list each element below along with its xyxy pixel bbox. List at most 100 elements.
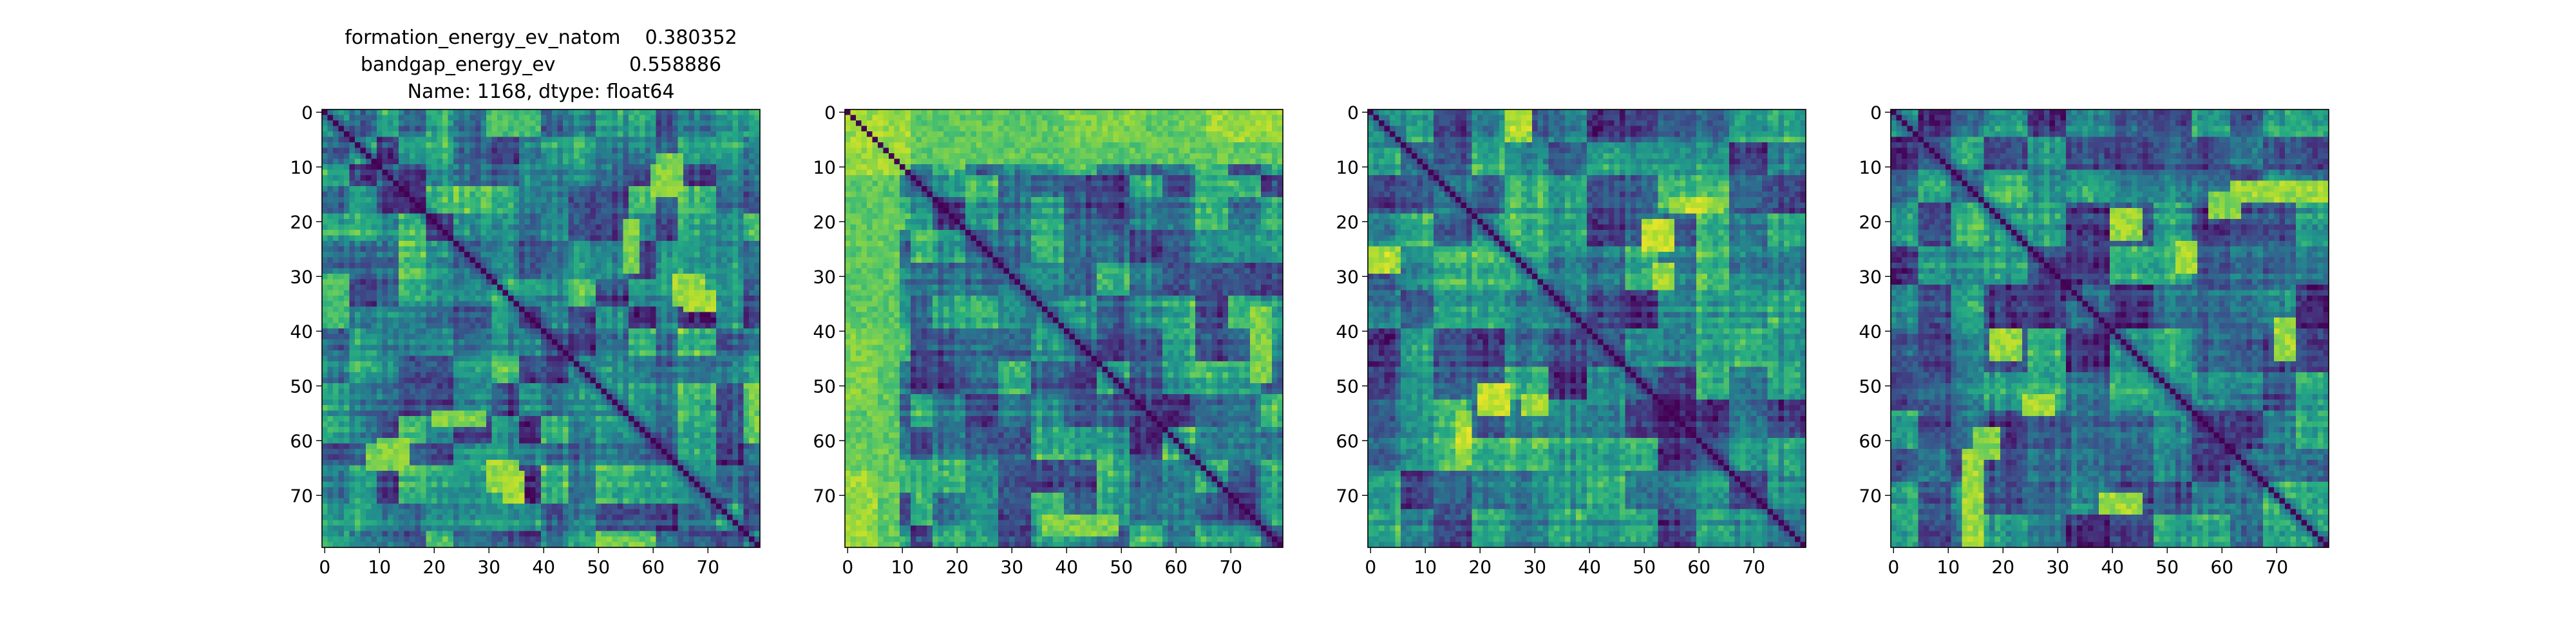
heatmap-cell <box>421 317 426 323</box>
heatmap-cell <box>639 137 645 143</box>
heatmap-cell <box>755 131 761 137</box>
heatmap-cell <box>372 317 377 323</box>
heatmap-cell <box>656 296 662 301</box>
heatmap-cell <box>650 230 656 236</box>
heatmap-cell <box>650 263 656 269</box>
heatmap-cell <box>333 181 339 187</box>
heatmap-cell <box>536 411 542 417</box>
heatmap-cell <box>700 394 706 400</box>
heatmap-cell <box>481 378 487 384</box>
heatmap-cell <box>755 236 761 242</box>
heatmap-cell <box>552 263 558 269</box>
heatmap-cell <box>322 225 328 231</box>
heatmap-cell <box>683 175 689 181</box>
heatmap-cell <box>755 296 761 301</box>
heatmap-cell <box>333 159 339 165</box>
heatmap-cell <box>563 241 569 247</box>
heatmap-cell <box>361 120 366 126</box>
heatmap-cell <box>448 120 454 126</box>
heatmap-cell <box>552 367 558 373</box>
heatmap-cell <box>464 175 470 181</box>
heatmap-cell <box>361 290 366 296</box>
heatmap-cell <box>585 203 591 209</box>
heatmap-cell <box>399 159 404 165</box>
heatmap-cell <box>667 317 673 323</box>
heatmap-cell <box>431 181 437 187</box>
heatmap-cell <box>601 400 607 406</box>
heatmap-cell <box>694 263 700 269</box>
heatmap-cell <box>705 225 711 231</box>
heatmap-cell <box>333 192 339 198</box>
heatmap-cell <box>372 230 377 236</box>
heatmap-cell <box>749 109 755 115</box>
heatmap-cell <box>475 131 481 137</box>
heatmap-cell <box>328 356 334 362</box>
heatmap-cell <box>547 170 553 176</box>
heatmap-cell <box>486 367 492 373</box>
heatmap-cell <box>623 148 629 154</box>
heatmap-cell <box>372 142 377 148</box>
heatmap-cell <box>475 350 481 356</box>
heatmap-cell <box>388 356 393 362</box>
heatmap-cell <box>678 236 684 242</box>
heatmap-cell <box>377 175 383 181</box>
heatmap-cell <box>711 137 717 143</box>
heatmap-cell <box>388 263 393 269</box>
heatmap-cell <box>694 296 700 301</box>
heatmap-cell <box>530 345 536 351</box>
heatmap-cell <box>585 367 591 373</box>
heatmap-cell <box>497 296 503 301</box>
heatmap-cell <box>492 356 498 362</box>
heatmap-cell <box>448 301 454 307</box>
heatmap-cell <box>612 383 618 389</box>
heatmap-cell <box>711 361 717 367</box>
heatmap-cell <box>437 181 443 187</box>
heatmap-cell <box>601 367 607 373</box>
heatmap-cell <box>563 153 569 159</box>
heatmap-cell <box>525 389 531 395</box>
heatmap-cell <box>585 247 591 252</box>
heatmap-cell <box>574 394 580 400</box>
heatmap-cell <box>716 411 722 417</box>
heatmap-cell <box>361 247 366 252</box>
heatmap-cell <box>711 312 717 318</box>
heatmap-cell <box>607 317 612 323</box>
heatmap-cell <box>645 197 651 203</box>
heatmap-cell <box>744 296 750 301</box>
heatmap-cell <box>399 142 404 148</box>
heatmap-cell <box>453 164 459 170</box>
heatmap-cell <box>497 339 503 345</box>
heatmap-cell <box>415 164 421 170</box>
heatmap-cell <box>388 274 393 279</box>
heatmap-cell <box>410 317 415 323</box>
heatmap-cell <box>415 170 421 176</box>
heatmap-cell <box>399 241 404 247</box>
heatmap-cell <box>366 274 372 279</box>
heatmap-cell <box>344 219 350 225</box>
heatmap-cell <box>607 208 612 214</box>
heatmap-cell <box>431 120 437 126</box>
heatmap-cell <box>607 334 612 340</box>
heatmap-cell <box>634 208 640 214</box>
heatmap-cell <box>629 170 634 176</box>
heatmap-cell <box>453 394 459 400</box>
heatmap-cell <box>497 192 503 198</box>
heatmap-cell <box>574 115 580 121</box>
heatmap-cell <box>585 301 591 307</box>
heatmap-cell <box>733 269 739 274</box>
heatmap-cell <box>755 323 761 329</box>
heatmap-cell <box>366 361 372 367</box>
heatmap-cell <box>672 269 678 274</box>
heatmap-cell <box>475 164 481 170</box>
heatmap-cell <box>634 274 640 279</box>
heatmap-cell <box>366 285 372 290</box>
heatmap-cell <box>629 120 634 126</box>
heatmap-cell <box>733 317 739 323</box>
heatmap-cell <box>596 356 601 362</box>
heatmap-cell <box>372 400 377 406</box>
heatmap-cell <box>705 334 711 340</box>
heatmap-cell <box>442 159 448 165</box>
heatmap-cell <box>563 301 569 307</box>
heatmap-cell <box>344 115 350 121</box>
heatmap-cell <box>744 394 750 400</box>
